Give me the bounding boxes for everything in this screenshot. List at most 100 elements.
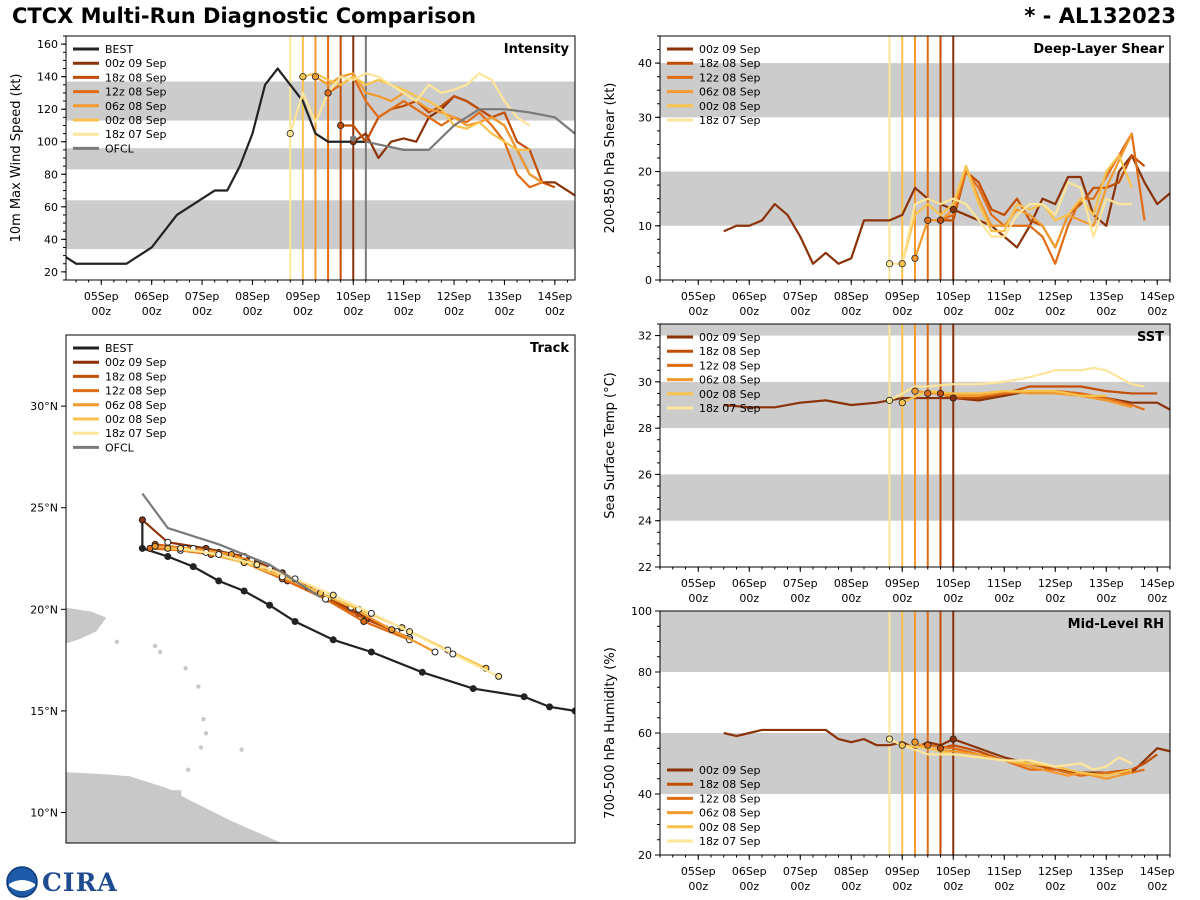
run-start-marker [898,260,906,268]
track-point [253,561,261,569]
land-mass [66,771,283,843]
legend-label: 12z 08 Sep [699,359,761,372]
track-line-12z-08-sep [149,547,410,641]
track-point [215,577,223,585]
x-tick-label: 09Sep [285,290,320,303]
legend-label: 00z 08 Sep [105,413,167,426]
x-tick-label: 06Sep [732,577,767,590]
track-point [469,685,477,693]
legend-label: 00z 09 Sep [699,331,761,344]
x-tick-label: 00z [841,305,861,318]
series-line-best [66,67,366,265]
track-point [388,626,396,634]
y-tick-label: 100 [37,136,58,149]
legend-label: 06z 08 Sep [699,807,761,820]
x-tick-label: 12Sep [437,290,472,303]
threshold-band [66,148,575,170]
panel-shear: 0 10 20 30 40 05Sep 00z 06Sep 00z 07Sep 00z 08Sep 00… [603,35,1175,318]
track-point [406,628,414,636]
x-tick-label: 09Sep [885,577,920,590]
cira-logo: CIRA [6,866,118,898]
y-tick-label: 0 [645,274,652,287]
x-tick-label: 00z [495,305,515,318]
x-tick-label: 09Sep [885,290,920,303]
panel-title: Mid-Level RH [1068,617,1164,632]
legend-label: 18z 08 Sep [105,370,167,383]
x-tick-label: 00z [444,305,464,318]
y-tick-label: 160 [37,38,58,51]
x-tick-label: 06Sep [134,290,169,303]
legend-label: 00z 09 Sep [699,764,761,777]
x-tick-label: 08Sep [235,290,270,303]
island [198,745,204,750]
track-line-06z-08-sep [155,545,436,653]
x-tick-label: 00z [994,305,1014,318]
track-point [449,650,457,658]
y-tick-label: 140 [37,71,58,84]
y-tick-label: 30 [638,111,652,124]
y-tick-label: 100 [631,605,652,618]
x-tick-label: 06Sep [732,865,767,878]
y-axis-label: 10m Max Wind Speed (kt) [9,74,24,243]
run-start-marker [949,205,957,214]
legend-label: 00z 08 Sep [699,100,761,113]
run-start-marker [286,130,294,138]
track-point [520,693,528,701]
legend-label: 18z 07 Sep [699,114,761,127]
x-tick-label: 10Sep [936,290,971,303]
track-line-ofcl [141,492,322,599]
y-axis-label: 200-850 hPa Shear (kt) [603,83,618,234]
y-tick-label: 20 [44,266,58,279]
plot-area [660,611,1170,855]
storm-identifier: * - AL132023 [1024,4,1176,28]
run-start-marker [311,73,320,81]
x-tick-label: 00z [892,880,912,893]
x-tick-label: 11Sep [386,290,421,303]
x-tick-label: 00z [688,592,708,605]
x-tick-label: 06Sep [732,290,767,303]
x-tick-label: 11Sep [987,290,1022,303]
ofcl-start-marker [350,135,357,142]
track-point [177,544,185,552]
run-start-marker [911,738,919,746]
legend-label: 18z 08 Sep [699,57,761,70]
x-tick-label: 00z [994,880,1014,893]
x-tick-label: 14Sep [537,290,572,303]
series-line-00z-08-sep [901,154,1133,265]
track-point [367,609,375,617]
x-tick-label: 00z [91,305,111,318]
legend-label: 06z 08 Sep [699,86,761,99]
panel-sst: 22 24 26 28 30 32 05Sep 00z 06Sep 00z 07Sep 00z 08Se… [603,323,1175,605]
x-tick-label: 07Sep [783,290,818,303]
run-start-marker [911,254,919,262]
series-line-18z-07-sep [889,738,1133,771]
threshold-band [66,200,575,250]
y-tick-label: 20°N [30,603,58,616]
legend-label: 12z 08 Sep [699,792,761,805]
x-tick-label: 08Sep [834,290,869,303]
x-tick-label: 00z [293,305,313,318]
track-point [329,636,337,644]
series-line-18z-07-sep [889,181,1132,265]
legend-label: OFCL [105,441,135,454]
panel-intensity: 20 40 60 80 100 120 140 160 05Sep 00z 06Sep 00z 07Se… [9,35,576,318]
island [196,684,201,689]
series-line-06z-08-sep [914,390,1133,409]
track-point [329,591,337,599]
x-tick-label: 00z [688,305,708,318]
x-tick-label: 00z [943,305,963,318]
y-tick-label: 22 [638,561,652,574]
legend-label: OFCL [105,142,135,155]
x-tick-label: 12Sep [1038,577,1073,590]
island [152,643,158,649]
track-point [571,707,575,715]
panel-title: Deep-Layer Shear [1033,42,1164,57]
y-tick-label: 10 [638,220,652,233]
x-tick-label: 00z [243,305,263,318]
x-tick-label: 00z [739,305,759,318]
island [114,639,120,645]
y-axis-label: Sea Surface Temp (°C) [603,372,618,519]
legend-label: 06z 08 Sep [699,374,761,387]
x-tick-label: 00z [1045,880,1065,893]
track-line-18z-07-sep [180,547,500,678]
